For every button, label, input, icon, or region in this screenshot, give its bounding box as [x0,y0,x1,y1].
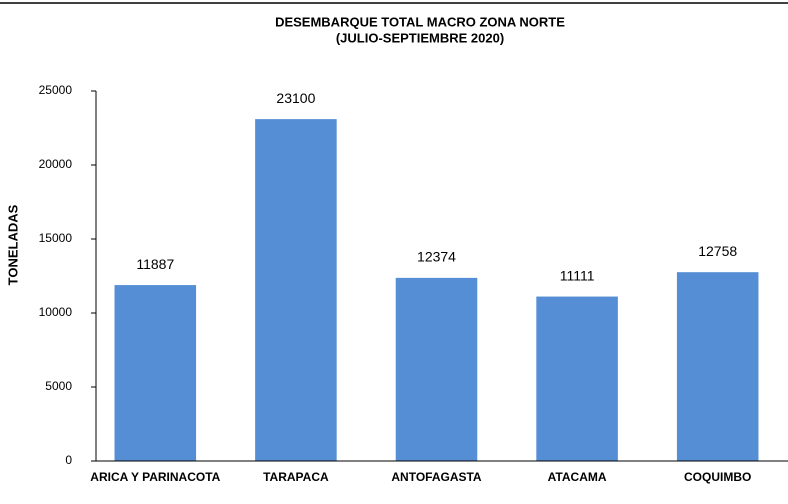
y-tick-label: 5000 [45,379,72,393]
chart-title: DESEMBARQUE TOTAL MACRO ZONA NORTE [275,14,565,29]
data-label: 11887 [136,256,174,272]
data-label: 12374 [417,249,456,265]
bar [395,277,478,461]
x-tick-label: ANTOFAGASTA [391,470,482,484]
x-tick-label: ATACAMA [547,470,607,484]
x-tick-label: TARAPACA [263,470,329,484]
bar [255,119,337,462]
y-tick-label: 0 [65,453,72,467]
y-tick-label: 15000 [39,231,73,245]
bar [536,296,618,461]
bar [114,285,197,461]
data-label: 11111 [560,267,595,283]
chart-subtitle: (JULIO-SEPTIEMBRE 2020) [336,30,504,45]
x-tick-label: COQUIMBO [684,470,752,484]
y-axis-label: TONELADAS [5,204,20,285]
y-tick-label: 10000 [39,305,73,319]
data-label: 12758 [698,243,737,259]
data-label: 23100 [276,90,315,106]
bar [676,272,759,461]
y-tick-label: 25000 [39,83,73,97]
y-tick-label: 20000 [39,157,73,171]
x-tick-label: ARICA Y PARINACOTA [90,470,221,484]
